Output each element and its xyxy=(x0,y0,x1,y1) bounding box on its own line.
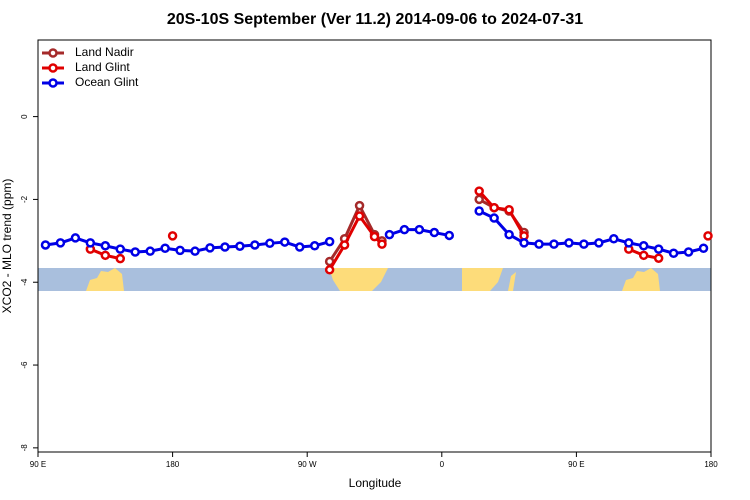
data-point xyxy=(324,265,335,275)
data-point xyxy=(205,243,215,253)
data-point xyxy=(698,243,709,254)
x-axis-title: Longitude xyxy=(349,476,402,490)
y-tick-label: 0 xyxy=(20,114,29,119)
data-point xyxy=(354,211,365,221)
data-point xyxy=(474,194,484,205)
data-point xyxy=(309,241,320,251)
data-point xyxy=(115,253,126,264)
data-point xyxy=(564,238,574,248)
data-point xyxy=(638,241,649,251)
data-point xyxy=(369,231,380,242)
data-point xyxy=(377,239,387,249)
data-point xyxy=(175,245,185,256)
legend-label: Land Glint xyxy=(75,60,130,74)
data-point xyxy=(70,233,81,243)
data-point xyxy=(609,234,619,244)
data-point xyxy=(220,242,230,252)
data-point xyxy=(703,231,713,241)
data-point xyxy=(668,248,679,258)
data-point xyxy=(235,241,245,251)
data-point xyxy=(474,186,484,196)
data-point xyxy=(324,256,335,267)
data-point xyxy=(549,239,559,249)
plot-frame xyxy=(37,39,712,453)
data-point xyxy=(683,247,694,257)
data-point xyxy=(504,205,514,215)
data-point xyxy=(534,239,544,249)
data-point xyxy=(429,227,440,238)
data-point xyxy=(354,200,365,211)
data-point xyxy=(145,246,155,256)
data-point xyxy=(100,241,111,251)
data-point xyxy=(638,250,649,261)
data-point xyxy=(40,240,51,250)
data-point xyxy=(250,240,260,250)
data-point xyxy=(504,229,514,240)
x-tick-label: 90 E xyxy=(30,460,46,469)
y-tick-label: -8 xyxy=(20,444,29,452)
data-point xyxy=(167,231,178,241)
x-tick-label: 0 xyxy=(440,460,445,469)
legend-label: Land Nadir xyxy=(75,45,134,59)
data-point xyxy=(399,224,410,235)
data-point xyxy=(190,246,200,256)
data-point xyxy=(55,238,66,248)
data-point xyxy=(280,237,290,247)
data-point xyxy=(100,250,111,261)
data-point xyxy=(579,239,589,249)
x-tick-label: 180 xyxy=(166,460,180,469)
data-point xyxy=(474,206,484,216)
chart-title: 20S-10S September (Ver 11.2) 2014-09-06 … xyxy=(167,11,583,28)
data-point xyxy=(653,244,664,254)
data-point xyxy=(324,236,335,247)
data-point xyxy=(653,253,664,263)
y-tick-label: -6 xyxy=(20,361,29,369)
data-point xyxy=(339,240,350,250)
y-tick-label: -2 xyxy=(20,195,29,203)
data-point xyxy=(130,247,140,257)
data-point xyxy=(384,229,395,240)
legend-marker xyxy=(48,78,58,88)
data-point xyxy=(265,238,275,249)
legend-marker xyxy=(48,63,58,73)
legend-marker xyxy=(48,48,58,58)
x-tick-label: 90 W xyxy=(298,460,317,469)
data-point xyxy=(160,243,170,254)
data-point xyxy=(85,238,96,248)
data-point xyxy=(294,242,305,252)
data-point xyxy=(519,238,529,248)
data-point xyxy=(594,238,604,248)
data-point xyxy=(115,244,126,254)
data-point xyxy=(489,213,499,223)
data-point xyxy=(414,224,425,235)
x-tick-label: 180 xyxy=(704,460,718,469)
y-axis-title: XCO2 - MLO trend (ppm) xyxy=(0,179,14,314)
legend-label: Ocean Glint xyxy=(75,75,139,89)
data-point xyxy=(623,238,634,248)
x-tick-label: 90 E xyxy=(568,460,584,469)
data-point xyxy=(489,202,499,213)
y-tick-label: -4 xyxy=(20,278,29,286)
map-strip xyxy=(38,268,711,291)
data-point xyxy=(444,230,455,241)
